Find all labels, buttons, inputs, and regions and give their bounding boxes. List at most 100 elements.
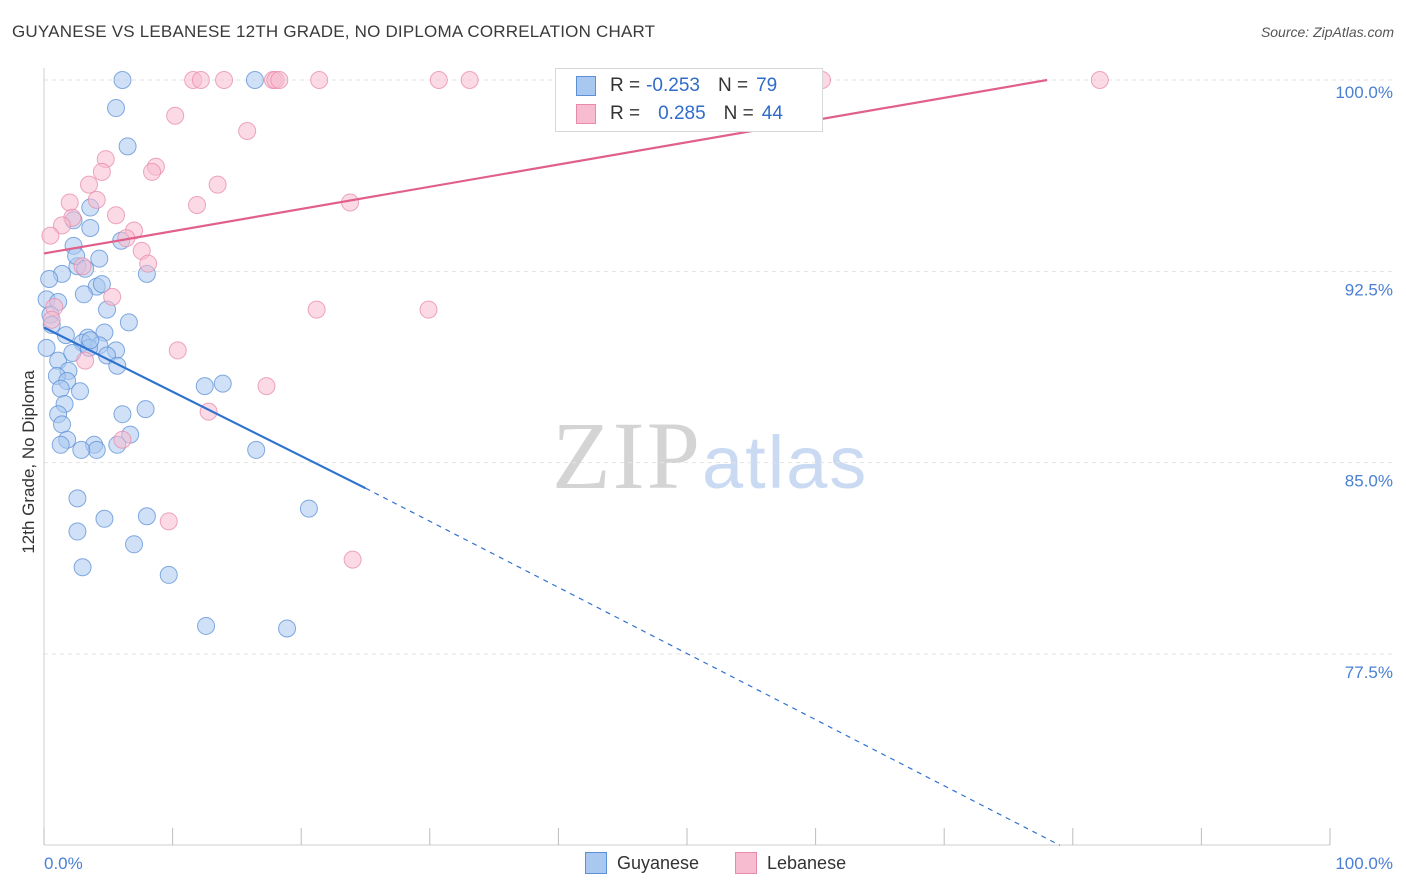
lebanese-point: [42, 310, 61, 329]
lebanese-point: [208, 175, 227, 194]
chart-title: GUYANESE VS LEBANESE 12TH GRADE, NO DIPL…: [12, 22, 656, 41]
guyanese-point: [72, 440, 91, 459]
guyanese-point: [299, 499, 318, 518]
guyanese-point: [73, 558, 92, 577]
lebanese-swatch: [735, 852, 757, 874]
lebanese-point: [429, 71, 448, 89]
legend-n-label: N =: [723, 103, 754, 124]
lebanese-point: [460, 71, 479, 89]
guyanese-point: [68, 489, 87, 508]
legend-row-lebanese: R = 0.285 N = 44: [576, 101, 783, 127]
guyanese-point: [87, 440, 106, 459]
guyanese-point: [125, 535, 144, 554]
legend-n-label: N =: [717, 75, 749, 96]
guyanese-point: [92, 275, 111, 294]
guyanese-point: [90, 249, 109, 268]
lebanese-point: [139, 254, 158, 273]
lebanese-point: [80, 175, 99, 194]
y-tick-label: 77.5%: [1345, 663, 1393, 682]
guyanese-point: [245, 71, 264, 89]
lebanese-point: [76, 351, 95, 370]
x-tick-label: 0.0%: [44, 854, 83, 873]
guyanese-point: [247, 440, 266, 459]
guyanese-point: [278, 619, 297, 638]
guyanese-point: [53, 415, 72, 434]
guyanese-point: [81, 331, 100, 350]
guyanese-point: [197, 616, 216, 635]
y-tick-label: 100.0%: [1335, 83, 1393, 102]
guyanese-point: [71, 382, 90, 401]
lebanese-point: [257, 377, 276, 396]
y-tick-label: 92.5%: [1345, 280, 1393, 299]
legend-r-value: 0.285: [658, 103, 706, 124]
legend-n-value: 44: [761, 103, 783, 124]
guyanese-point: [136, 400, 155, 419]
lebanese-point: [188, 196, 207, 215]
lebanese-trend-line: [43, 78, 1048, 255]
legend-item-label: Lebanese: [767, 852, 847, 873]
lebanese-point: [92, 162, 111, 181]
series-legend: Guyanese Lebanese: [0, 852, 1406, 878]
guyanese-point: [107, 99, 126, 118]
guyanese-point: [40, 269, 59, 288]
lebanese-point: [166, 106, 185, 125]
lebanese-point: [310, 71, 329, 89]
guyanese-point: [95, 509, 114, 528]
watermark-zip: ZIP: [552, 402, 702, 509]
guyanese-point: [51, 379, 70, 398]
guyanese-point: [195, 377, 214, 396]
legend-item-guyanese[interactable]: Guyanese: [585, 852, 699, 874]
guyanese-point: [74, 285, 93, 304]
lebanese-point: [191, 71, 210, 89]
lebanese-point: [41, 226, 60, 245]
legend-row-guyanese: R = -0.253 N = 79: [576, 73, 777, 99]
axes: [43, 68, 1331, 846]
lebanese-point: [87, 190, 106, 209]
guyanese-swatch: [585, 852, 607, 874]
lebanese-swatch: [576, 104, 596, 124]
legend-r-label: R =: [610, 75, 641, 96]
lebanese-point: [270, 71, 289, 89]
guyanese-point: [213, 374, 232, 393]
y-tick-label: 85.0%: [1345, 472, 1393, 491]
lebanese-point: [168, 341, 187, 360]
guyanese-point: [113, 71, 132, 89]
guyanese-trend-extension: [365, 487, 1061, 846]
trend-lines: [43, 78, 1061, 846]
guyanese-point: [119, 313, 138, 332]
chart-source: Source: ZipAtlas.com: [1260, 24, 1394, 40]
grid-lines: [44, 79, 1394, 655]
guyanese-swatch: [576, 76, 596, 96]
lebanese-point: [103, 287, 122, 306]
lebanese-point: [53, 216, 72, 235]
legend-r-label: R =: [610, 103, 641, 124]
guyanese-point: [37, 338, 56, 357]
guyanese-point: [113, 405, 132, 424]
y-axis-label: 12th Grade, No Diploma: [19, 370, 38, 554]
guyanese-point: [137, 507, 156, 526]
guyanese-point: [81, 218, 100, 237]
correlation-legend: R = -0.253 N = 79 R = 0.285 N = 44: [555, 68, 823, 132]
guyanese-point: [51, 435, 70, 454]
legend-item-label: Guyanese: [617, 852, 700, 873]
lebanese-point: [143, 162, 162, 181]
lebanese-point: [107, 206, 126, 225]
series-lebanese-points: [41, 71, 1109, 569]
legend-item-lebanese[interactable]: Lebanese: [735, 852, 846, 874]
lebanese-point: [113, 430, 132, 449]
guyanese-point: [159, 565, 178, 584]
guyanese-point: [118, 137, 137, 156]
guyanese-trend-line: [43, 326, 366, 490]
lebanese-point: [159, 512, 178, 531]
guyanese-point: [108, 356, 127, 375]
lebanese-point: [343, 550, 362, 569]
legend-r-value: -0.253: [646, 75, 700, 96]
lebanese-point: [215, 71, 234, 89]
guyanese-point: [68, 522, 87, 541]
x-tick-label: 100.0%: [1335, 854, 1393, 873]
lebanese-point: [238, 122, 257, 141]
lebanese-point: [73, 257, 92, 276]
axis-labels: 77.5% 85.0% 92.5% 100.0% 0.0% 100.0% 12th Grad…: [19, 83, 1393, 873]
lebanese-point: [419, 300, 438, 319]
